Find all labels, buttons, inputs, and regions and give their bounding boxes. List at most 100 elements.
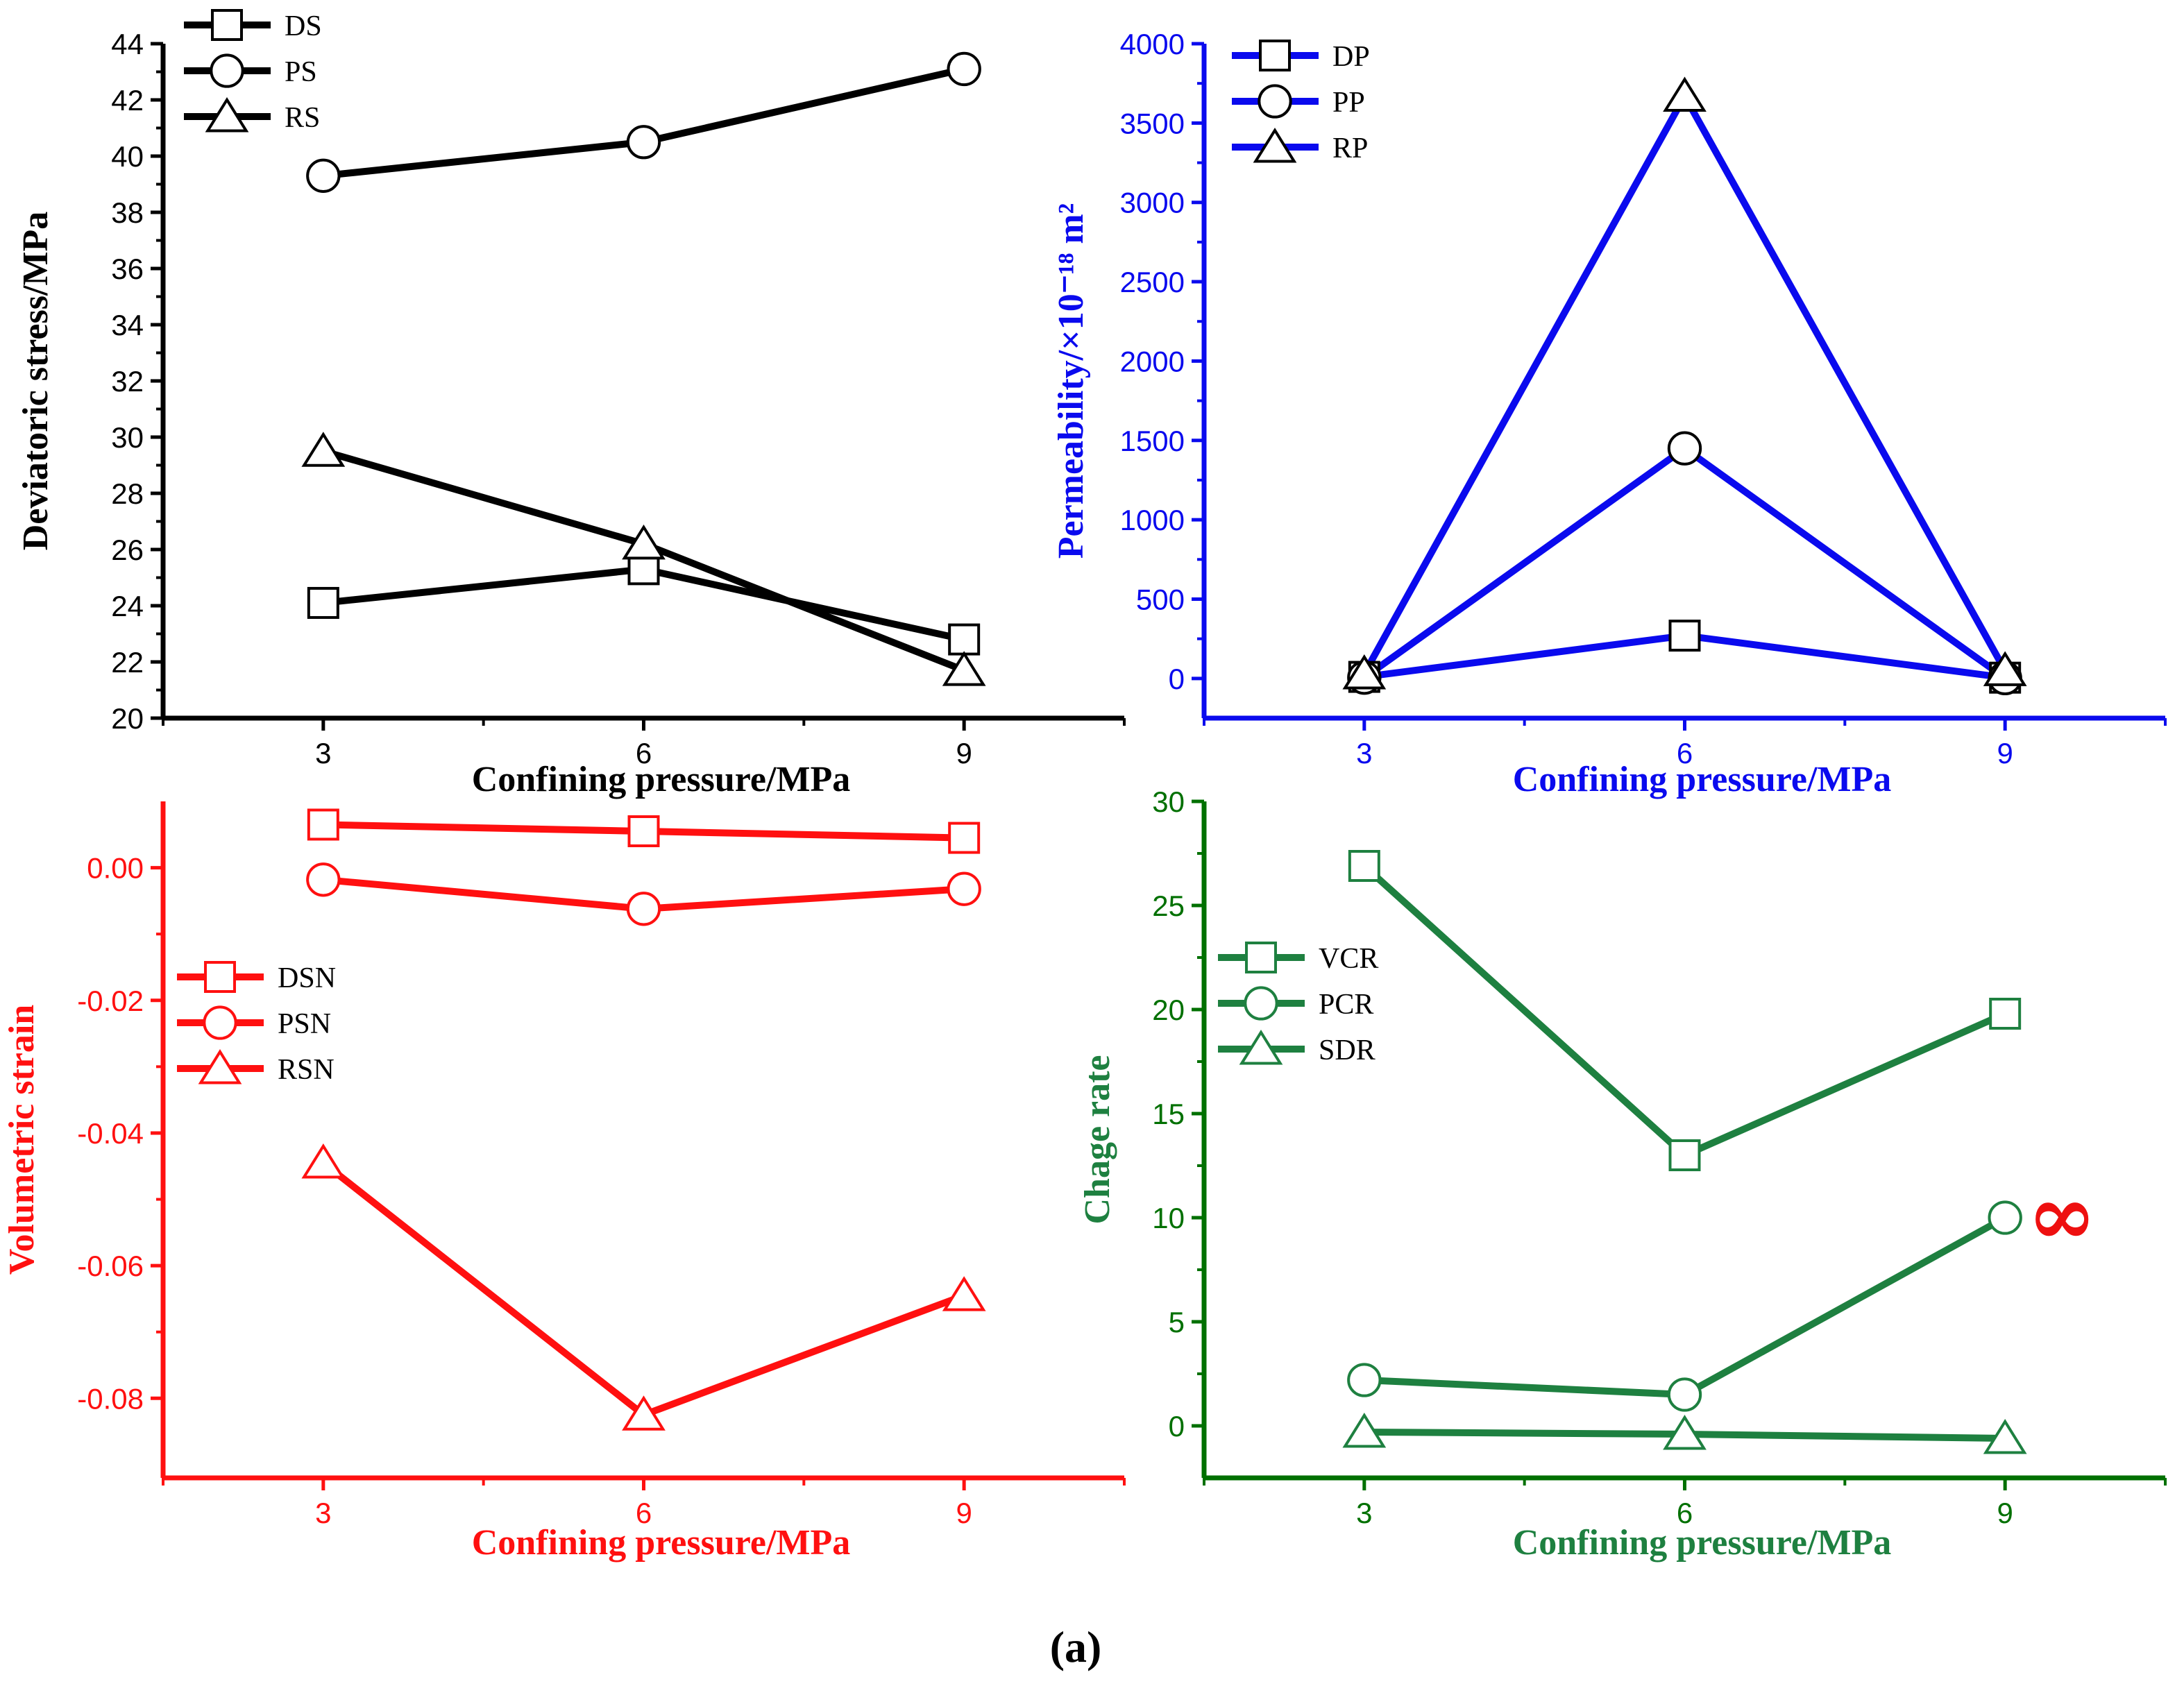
y-tick-label: 42 (111, 84, 144, 117)
data-point-rp (1663, 76, 1707, 112)
data-point-rs (301, 432, 346, 467)
x-axis-title: Confining pressure/MPa (472, 760, 851, 799)
y-tick-label: 22 (111, 646, 144, 679)
x-tick-label: 3 (315, 1497, 331, 1529)
y-tick-label: 26 (111, 534, 144, 566)
figure-label: (a) (1050, 1622, 1102, 1671)
y-tick-label: 30 (1152, 785, 1185, 818)
data-point-dp (1668, 620, 1701, 652)
legend-marker-pcr (1244, 986, 1278, 1021)
y-tick-label: 24 (111, 590, 144, 622)
series-line-ps (323, 65, 965, 180)
legend-marker-sdr (1239, 1030, 1283, 1065)
data-point-ps (947, 51, 981, 87)
y-tick-label: -0.04 (77, 1117, 144, 1150)
y-axis-title: Permeability/×10⁻¹⁸ m² (1051, 203, 1091, 559)
data-point-pcr (1347, 1363, 1382, 1397)
series-line-rsn (321, 1160, 965, 1419)
y-tick-label: 0.00 (87, 852, 144, 885)
y-tick-label: -0.08 (77, 1382, 144, 1415)
y-tick-label: 2500 (1120, 266, 1185, 298)
data-point-rp (1983, 651, 2027, 686)
legend-marker-rp (1253, 128, 1297, 163)
legend-label-sdr: SDR (1319, 1035, 1375, 1066)
data-point-rsn (942, 1276, 986, 1311)
y-tick-label: 44 (111, 28, 144, 60)
data-point-sdr (1663, 1415, 1707, 1450)
data-point-vcr (1989, 998, 2022, 1030)
y-tick-label: 4000 (1120, 28, 1185, 60)
series-line-rp (1361, 92, 2008, 676)
permeability-chart: 0 500 1000 1500 2000 2500 3000 3500 4000 3 6 9 Confi… (1051, 28, 2167, 799)
legend-marker-rsn (198, 1049, 242, 1084)
data-point-ds (948, 623, 981, 656)
x-axis-title: Confining pressure/MPa (1513, 760, 1892, 799)
data-point-rs (942, 651, 986, 686)
data-point-ps (306, 158, 341, 194)
data-point-psn (626, 892, 661, 926)
legend-label-dp: DP (1332, 41, 1370, 73)
y-tick-label: 25 (1152, 890, 1185, 922)
legend-marker-psn (203, 1005, 237, 1040)
x-axis-title: Confining pressure/MPa (472, 1523, 851, 1563)
legend-marker-ps (210, 53, 244, 88)
data-point-dsn (307, 808, 339, 841)
data-point-ps (626, 125, 661, 160)
data-point-pcr (1667, 1377, 1702, 1412)
x-tick-label: 6 (1677, 1497, 1693, 1529)
legend-label-vcr: VCR (1319, 943, 1378, 975)
data-point-dsn (627, 815, 660, 848)
y-tick-label: 30 (111, 421, 144, 454)
y-tick-label: 2000 (1120, 345, 1185, 377)
x-tick-label: 3 (1356, 737, 1372, 769)
data-point-psn (306, 862, 341, 897)
y-tick-label: 40 (111, 140, 144, 173)
x-tick-label: 6 (636, 737, 652, 769)
data-point-psn (947, 871, 981, 906)
x-tick-label: 6 (1677, 737, 1693, 769)
data-point-rsn (301, 1143, 346, 1179)
y-tick-label: 500 (1136, 583, 1185, 615)
y-tick-label: -0.02 (77, 985, 144, 1017)
infinity-annotation: ∞ (2027, 1166, 2097, 1264)
y-tick-label: 20 (1152, 994, 1185, 1026)
data-point-vcr (1668, 1139, 1701, 1171)
y-tick-label: -0.06 (77, 1250, 144, 1282)
data-point-dsn (948, 822, 981, 854)
legend-label-pcr: PCR (1319, 989, 1373, 1021)
y-axis-title: Volumetric strain (2, 1005, 42, 1275)
y-tick-label: 0 (1169, 1410, 1185, 1443)
y-tick-label: 1500 (1120, 425, 1185, 457)
legend-label-rs: RS (285, 102, 320, 134)
legend-marker-pp (1258, 84, 1292, 119)
y-tick-label: 15 (1152, 1098, 1185, 1130)
legend-label-pp: PP (1332, 87, 1365, 119)
y-tick-label: 1000 (1120, 504, 1185, 536)
data-point-rs (622, 524, 666, 560)
data-point-pp (1667, 431, 1702, 466)
y-tick-label: 36 (111, 253, 144, 285)
y-tick-label: 32 (111, 365, 144, 398)
x-tick-label: 9 (956, 737, 972, 769)
y-axis-title: Deviatoric stress/MPa (16, 212, 56, 551)
legend-label-rsn: RSN (278, 1054, 335, 1086)
legend-label-psn: PSN (278, 1008, 331, 1040)
legend-label-ps: PS (285, 56, 317, 88)
legend-label-ds: DS (285, 10, 322, 42)
series-line-vcr (1362, 863, 2007, 1159)
y-tick-label: 20 (111, 702, 144, 735)
y-tick-label: 0 (1169, 663, 1185, 695)
y-tick-label: 28 (111, 477, 144, 510)
data-point-pcr (1988, 1200, 2022, 1235)
x-tick-label: 9 (1997, 1497, 2013, 1529)
data-point-ds (307, 586, 339, 619)
data-point-vcr (1348, 850, 1380, 882)
y-tick-label: 10 (1152, 1202, 1185, 1234)
y-tick-label: 34 (111, 309, 144, 341)
y-tick-label: 3000 (1120, 187, 1185, 219)
legend-label-dsn: DSN (278, 962, 336, 994)
y-axis-title: Chage rate (1078, 1055, 1117, 1224)
data-point-rp (1342, 654, 1387, 690)
change-rate-chart: 0 5 10 15 20 25 30 3 6 9 Confining pressure/MPa Cha… (1078, 785, 2167, 1563)
